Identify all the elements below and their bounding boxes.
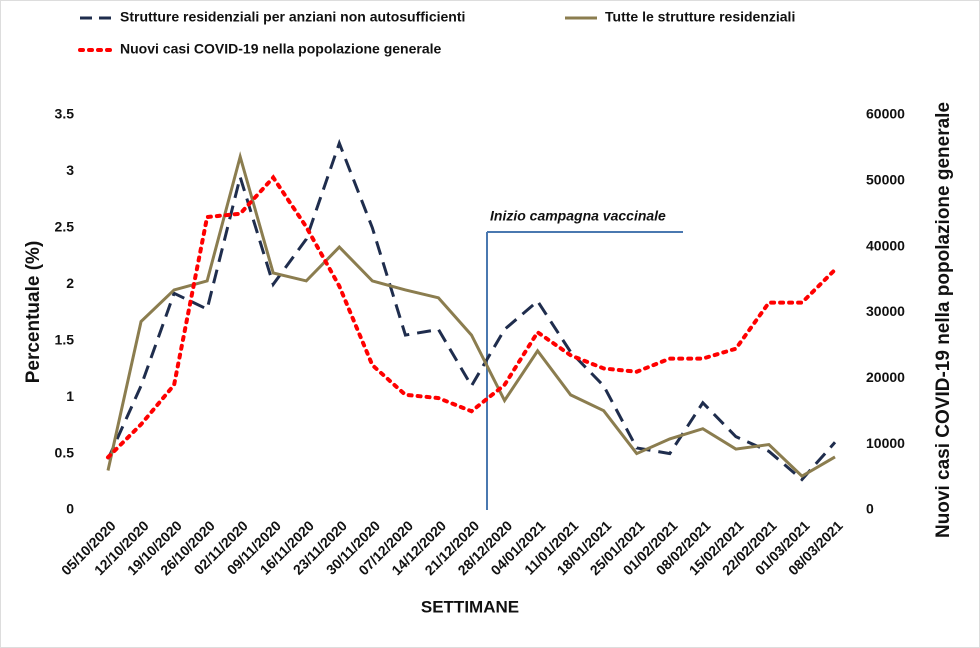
y2-tick-label: 20000 (866, 369, 905, 385)
series-line (106, 151, 836, 479)
y-tick-label: 2.5 (55, 219, 75, 235)
y2-axis-title: Nuovi casi COVID-19 nella popolazione ge… (933, 102, 954, 538)
annotation: Inizio campagna vaccinale (490, 208, 666, 224)
y2-tick-label: 40000 (866, 237, 905, 253)
x-axis-title: SETTIMANE (421, 597, 519, 616)
y2-tick-label: 10000 (866, 435, 905, 451)
y-axis-title: Percentuale (%) (23, 241, 44, 384)
y-tick-label: 0 (66, 501, 74, 517)
y-tick-label: 1.5 (55, 331, 75, 347)
y-tick-label: 0.5 (55, 444, 75, 460)
y2-tick-label: 0 (866, 501, 874, 517)
y2-tick-label: 50000 (866, 172, 905, 188)
y-tick-label: 3 (66, 162, 74, 178)
legend-label: Strutture residenziali per anziani non a… (120, 9, 465, 25)
y-tick-label: 2 (66, 275, 74, 291)
y2-tick-label: 60000 (866, 106, 905, 122)
legend-label: Tutte le strutture residenziali (605, 9, 795, 25)
y2-tick-label: 30000 (866, 303, 905, 319)
y-tick-label: 3.5 (55, 106, 75, 122)
y-tick-label: 1 (66, 388, 74, 404)
series-line (106, 174, 837, 460)
legend-label: Nuovi casi COVID-19 nella popolazione ge… (120, 41, 442, 57)
